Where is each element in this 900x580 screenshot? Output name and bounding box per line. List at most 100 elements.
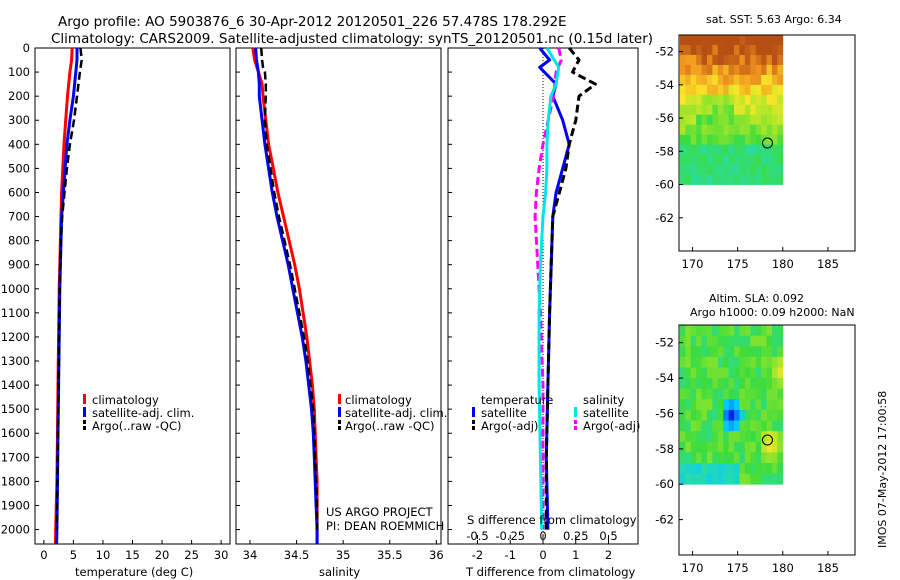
heatmap-cell (750, 84, 757, 96)
heatmap-cell (723, 431, 730, 443)
heatmap-cell (701, 54, 708, 66)
heatmap-cell (777, 44, 784, 56)
heatmap-cell (723, 399, 730, 411)
heatmap-cell (712, 473, 719, 485)
heatmap-cell (723, 164, 730, 175)
depth-tick-label: 600 (8, 185, 30, 199)
heatmap-cell (761, 388, 767, 400)
heatmap-cell (739, 367, 746, 379)
sst-argo-location-marker (761, 137, 773, 149)
heatmap-cell (723, 124, 730, 136)
heatmap-cell (771, 399, 778, 411)
heatmap-cell (679, 399, 686, 411)
heatmap-cell (728, 367, 735, 379)
heatmap-cell (712, 44, 719, 56)
heatmap-cell (766, 114, 773, 126)
heatmap-cell (755, 420, 762, 432)
heatmap-cell (717, 473, 724, 485)
timestamp-stamp: IMOS 07-May-2012 17:00:58 (876, 391, 889, 548)
heatmap-cell (679, 74, 686, 86)
legend-swatch-argo-dash (83, 426, 86, 430)
heatmap-cell (679, 452, 686, 464)
heatmap-cell (761, 356, 767, 368)
heatmap-cell (739, 420, 746, 432)
heatmap-cell (717, 94, 724, 106)
heatmap-cell (690, 378, 697, 390)
heatmap-cell (771, 114, 778, 126)
heatmap-cell (690, 35, 697, 46)
heatmap-cell (701, 346, 708, 358)
heatmap-cell (717, 74, 724, 86)
heatmap-cell (761, 420, 767, 432)
heatmap-cell (777, 378, 784, 390)
heatmap-cell (685, 124, 692, 136)
heatmap-cell (701, 325, 708, 337)
heatmap-cell (766, 64, 773, 76)
heatmap-cell (728, 431, 735, 443)
heatmap-cell (679, 463, 686, 475)
heatmap-cell (761, 144, 767, 156)
heatmap-cell (777, 441, 784, 453)
heatmap-cell (706, 154, 713, 165)
heatmap-cell (706, 174, 713, 185)
legend-swatch-s-argo-dash (574, 426, 577, 430)
heatmap-cell (728, 124, 735, 136)
heatmap-cell (712, 409, 719, 421)
temperature-series (53, 47, 83, 545)
heatmap-cell (723, 335, 730, 347)
x-tick-label: 0.5 (599, 529, 617, 543)
depth-tick-label: 1400 (1, 378, 30, 392)
heatmap-cell (734, 74, 740, 86)
heatmap-cell (766, 399, 773, 411)
heatmap-cell (696, 54, 702, 66)
legend-label-satellite: satellite-adj. clim. (92, 406, 194, 420)
lat-tick-label: -62 (655, 513, 674, 527)
heatmap-cell (755, 431, 762, 443)
heatmap-cell (690, 104, 697, 116)
x-tick-label: 0 (40, 548, 47, 562)
heatmap-cell (728, 84, 735, 96)
heatmap-cell (723, 409, 730, 421)
heatmap-cell (766, 346, 773, 358)
heatmap-cell (696, 154, 702, 165)
heatmap-cell (755, 388, 762, 400)
heatmap-cell (717, 431, 724, 443)
heatmap-cell (679, 154, 686, 165)
heatmap-cell (706, 420, 713, 432)
heatmap-cell (706, 114, 713, 126)
heatmap-cell (685, 420, 692, 432)
heatmap-cell (696, 144, 702, 156)
legend-title-temperature: temperature (481, 393, 553, 407)
legend-label-argo: Argo(..raw -QC) (92, 419, 182, 433)
heatmap-cell (744, 378, 751, 390)
heatmap-cell (690, 473, 697, 485)
heatmap-cell (771, 367, 778, 379)
heatmap-cell (734, 441, 740, 453)
heatmap-cell (744, 54, 751, 66)
depth-tick-label: 1300 (1, 354, 30, 368)
heatmap-cell (728, 154, 735, 165)
heatmap-cell (755, 325, 762, 337)
x-tick-label: -0.5 (466, 529, 488, 543)
legend-swatch-t-argo-dash (472, 426, 475, 430)
heatmap-cell (701, 378, 708, 390)
heatmap-cell (739, 74, 746, 86)
depth-tick-label: 900 (8, 258, 30, 272)
heatmap-cell (755, 356, 762, 368)
heatmap-cell (712, 35, 719, 46)
legend-swatch-climatology (83, 394, 86, 404)
heatmap-cell (712, 154, 719, 165)
heatmap-cell (728, 44, 735, 56)
heatmap-cell (679, 35, 686, 46)
heatmap-cell (712, 420, 719, 432)
heatmap-cell (761, 74, 767, 86)
heatmap-cell (717, 420, 724, 432)
heatmap-cell (717, 441, 724, 453)
heatmap-cell (750, 325, 757, 337)
heatmap-cell (717, 44, 724, 56)
x-tick-label: 35 (336, 548, 351, 562)
lat-tick-label: -58 (655, 442, 674, 456)
heatmap-cell (766, 54, 773, 66)
heatmap-cell (706, 452, 713, 464)
heatmap-cell (679, 335, 686, 347)
